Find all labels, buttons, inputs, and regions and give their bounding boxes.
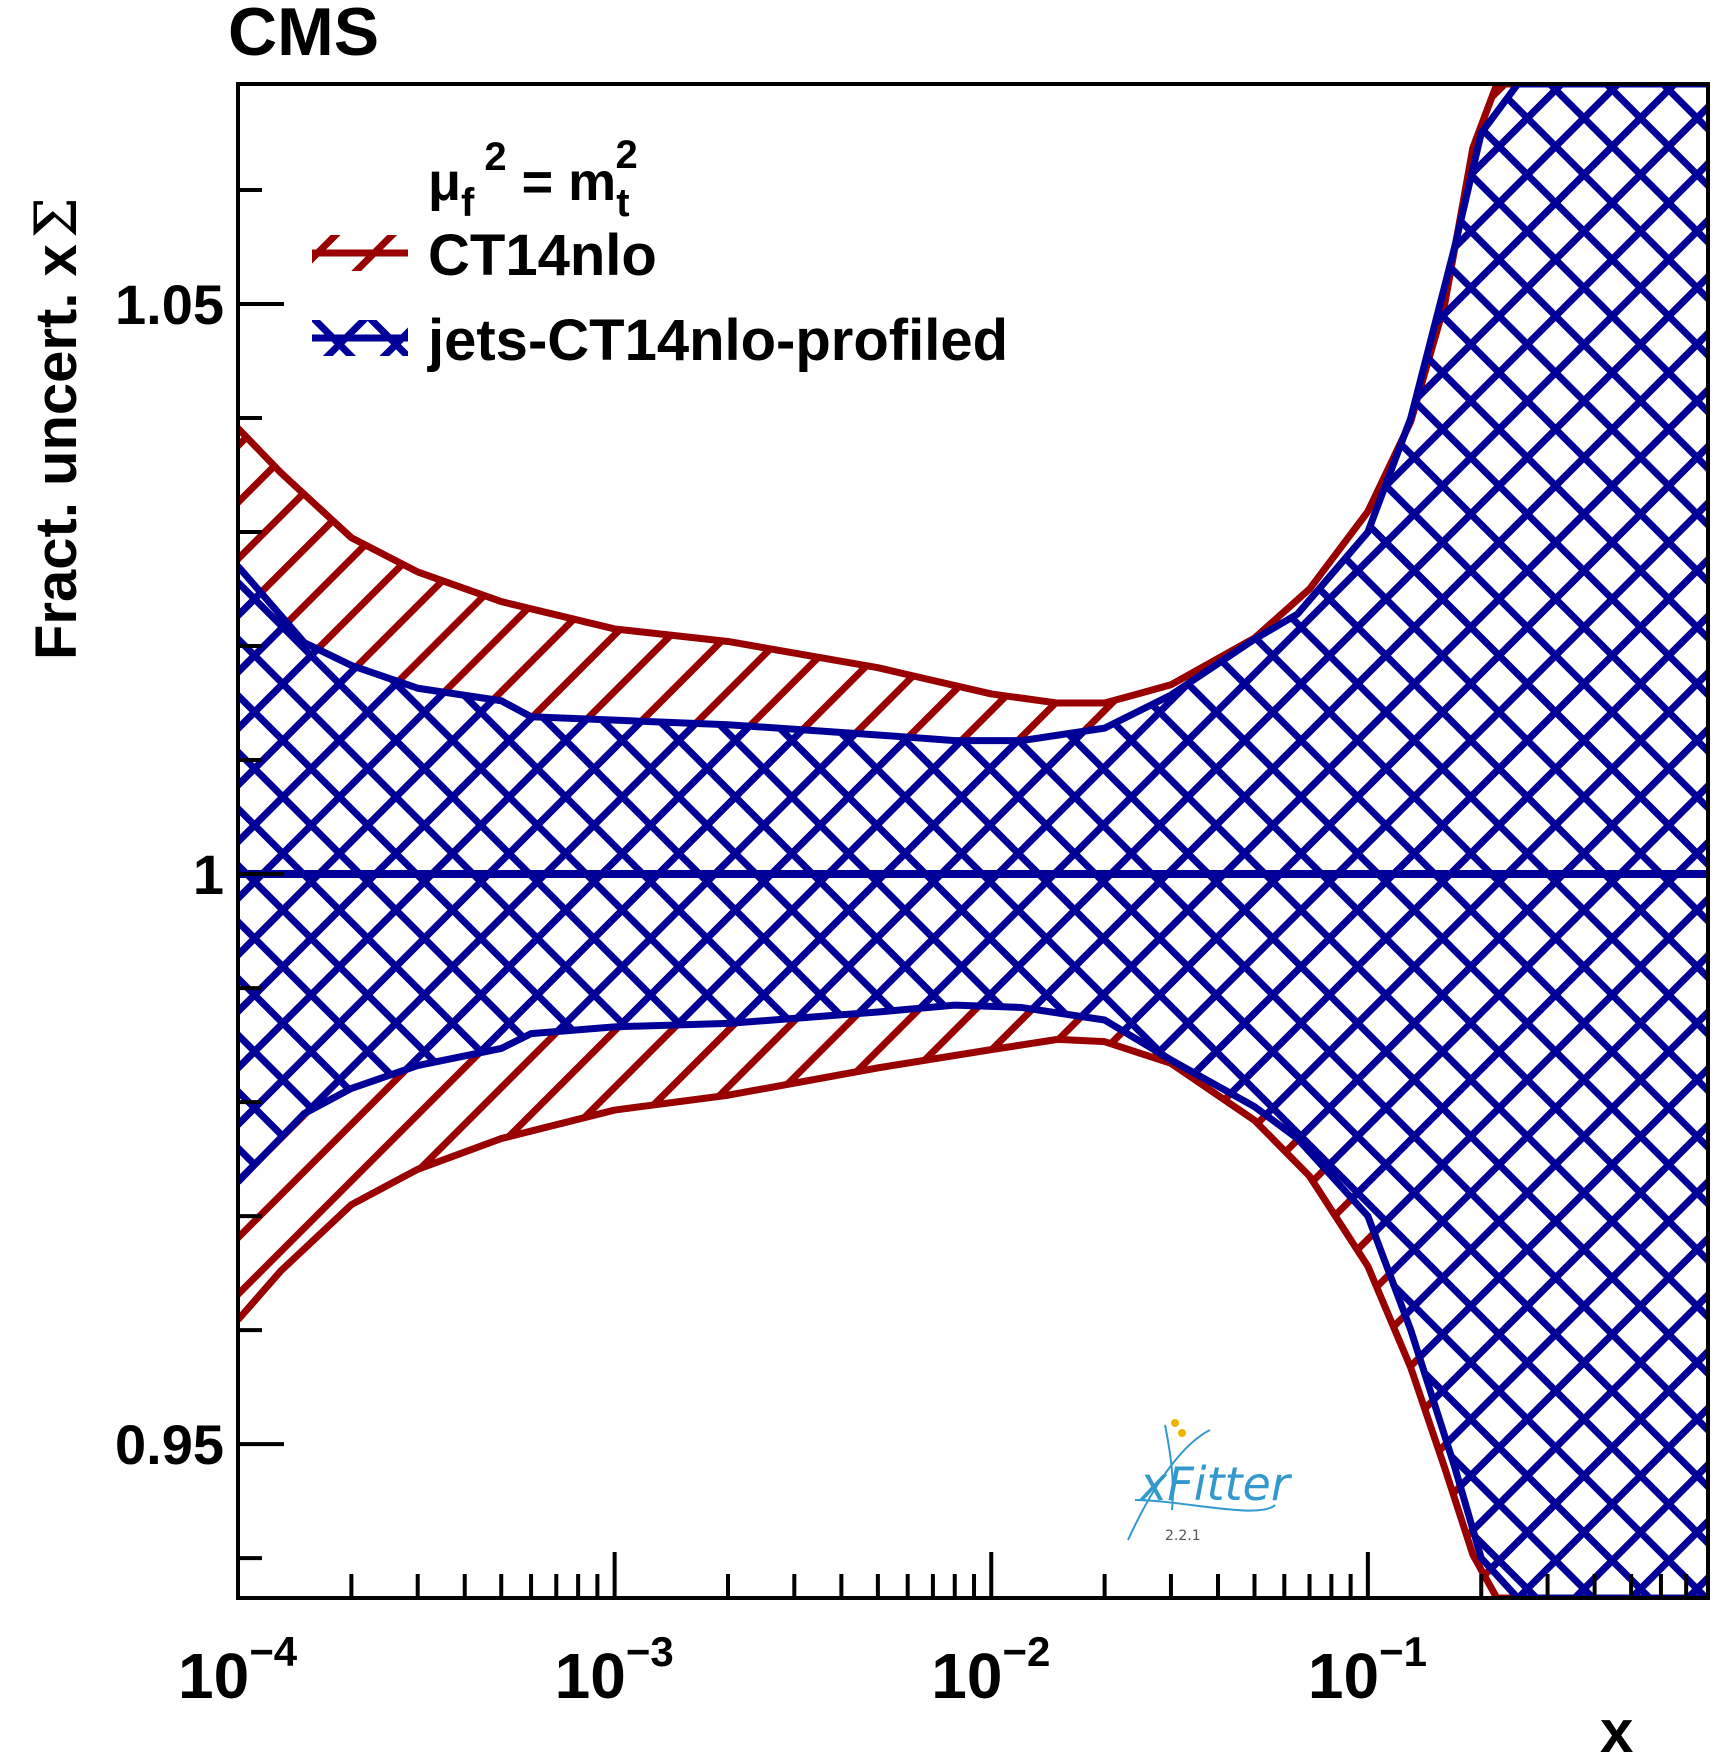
legend-header: μf2 = mt2 <box>428 133 638 225</box>
band-profiled-lower-edge <box>238 1001 1708 1598</box>
y-tick-label: 1.05 <box>115 273 224 336</box>
x-axis-title: x <box>1600 1698 1633 1761</box>
logo-version: 2.2.1 <box>1165 1528 1201 1544</box>
legend: μf2 = mt2 CT14nlo jets-CT14nlo-profiled <box>312 133 1008 373</box>
x-tick-label: 10−4 <box>178 1628 298 1712</box>
band-ct14-upper-edge <box>238 84 1708 707</box>
y-tick-label: 1 <box>193 843 224 906</box>
x-tick-label: 10−3 <box>555 1628 674 1712</box>
bands <box>238 84 1708 1598</box>
legend-label-profiled: jets-CT14nlo-profiled <box>427 308 1008 373</box>
xfitter-logo: xFitter 2.2.1 <box>1127 1419 1293 1544</box>
experiment-label: CMS <box>228 0 379 70</box>
y-tick-label: 0.95 <box>115 1413 224 1476</box>
y-axis: 0.95 1 1.05 <box>115 188 284 1561</box>
x-tick-label: 10−1 <box>1308 1628 1427 1712</box>
legend-swatch-profiled <box>312 320 408 356</box>
band-profiled-upper-edge <box>238 84 1708 745</box>
legend-swatch-ct14 <box>312 235 408 271</box>
x-tick-label: 10−2 <box>931 1628 1050 1712</box>
x-axis: 10−4 10−3 10−2 10−1 <box>178 1552 1710 1712</box>
legend-label-ct14: CT14nlo <box>428 223 657 288</box>
band-profiled-fill <box>238 84 1708 1598</box>
logo-text: xFitter <box>1138 1457 1293 1511</box>
y-axis-title: Fract. uncert. xΣ <box>22 197 90 660</box>
band-ct14-lower-edge <box>238 1035 1708 1598</box>
